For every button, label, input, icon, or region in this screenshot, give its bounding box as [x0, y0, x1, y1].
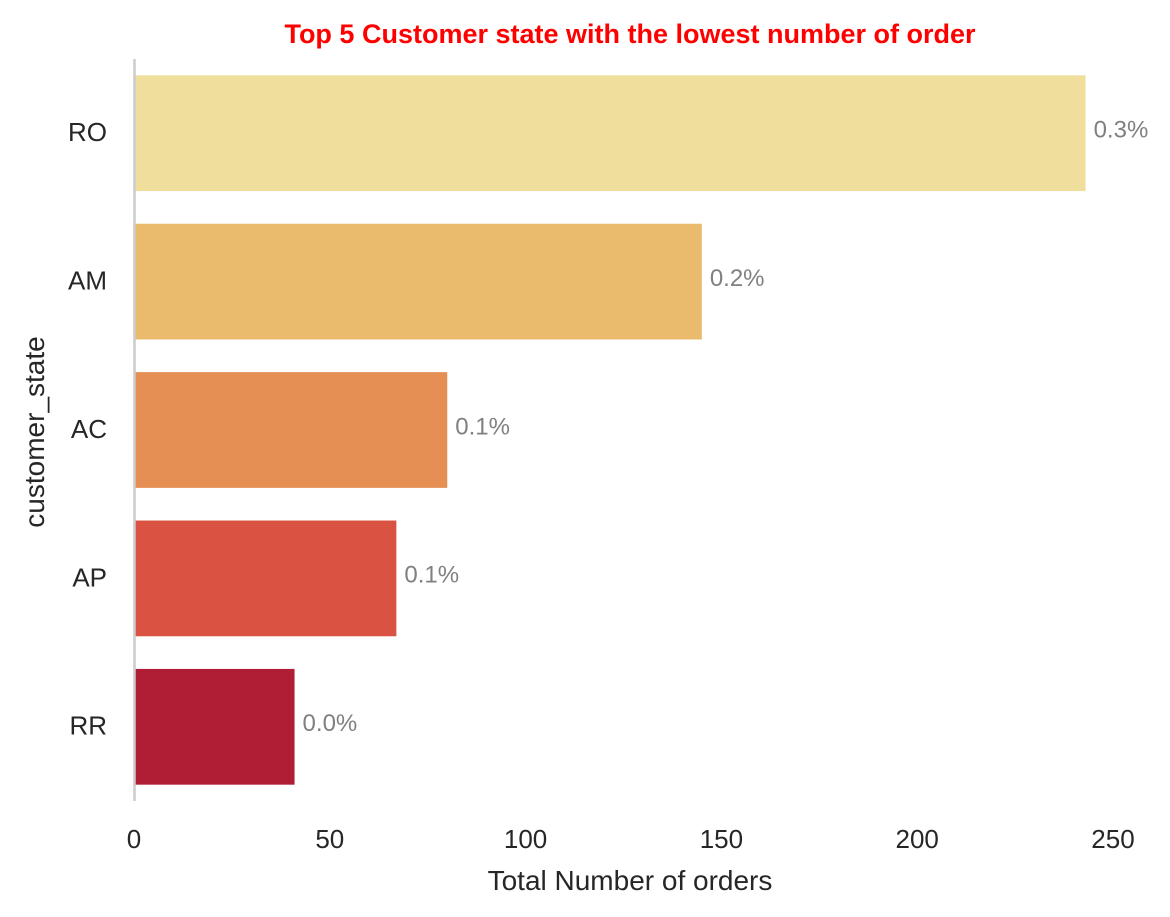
y-tick-label-am: AM [68, 265, 107, 295]
chart-title: Top 5 Customer state with the lowest num… [284, 19, 976, 49]
bar-rr [134, 668, 295, 785]
x-tick-label-150: 150 [700, 824, 743, 854]
x-tick-label-0: 0 [127, 824, 141, 854]
x-tick-label-250: 250 [1091, 824, 1134, 854]
x-axis-label: Total Number of orders [488, 865, 773, 896]
y-tick-labels: RO AM AC AP RR [68, 117, 107, 741]
y-tick-label-ro: RO [68, 117, 107, 147]
y-tick-label-rr: RR [69, 711, 107, 741]
data-label-am: 0.2% [710, 265, 765, 292]
bar-ro [134, 75, 1086, 192]
data-labels-layer: 0.3% 0.2% 0.1% 0.1% 0.0% [303, 117, 1149, 738]
x-tick-label-100: 100 [504, 824, 547, 854]
bar-am [134, 223, 702, 340]
x-tick-label-50: 50 [315, 824, 344, 854]
y-tick-label-ac: AC [71, 414, 107, 444]
x-tick-label-200: 200 [896, 824, 939, 854]
bar-ap [134, 520, 397, 637]
data-label-ap: 0.1% [404, 562, 459, 589]
bars-layer [134, 75, 1086, 785]
data-label-rr: 0.0% [303, 710, 358, 737]
data-label-ac: 0.1% [455, 413, 510, 440]
x-tick-labels: 0 50 100 150 200 250 [127, 824, 1135, 854]
data-label-ro: 0.3% [1094, 117, 1149, 144]
y-axis-label: customer_state [19, 336, 50, 527]
y-tick-label-ap: AP [72, 562, 107, 592]
bar-ac [134, 372, 448, 488]
